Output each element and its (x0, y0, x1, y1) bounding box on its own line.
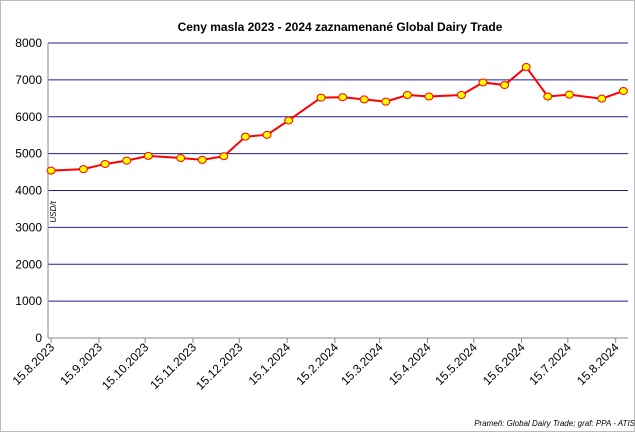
data-point (618, 86, 628, 95)
data-point (78, 165, 88, 174)
data-point (46, 166, 56, 175)
data-point (500, 81, 510, 90)
y-tick-label: 2000 (15, 257, 42, 271)
y-tick-label: 0 (35, 331, 42, 345)
data-point (424, 92, 434, 101)
data-point (381, 97, 391, 106)
data-point (143, 151, 153, 160)
data-point (197, 155, 207, 164)
y-tick-label: 5000 (15, 147, 42, 161)
data-point (122, 156, 132, 165)
data-point (543, 92, 553, 101)
data-point (359, 95, 369, 104)
data-point (597, 94, 607, 103)
y-axis-label: USD/t (49, 201, 58, 223)
data-point (176, 154, 186, 163)
y-tick-label: 7000 (15, 73, 42, 87)
data-point (219, 152, 229, 161)
data-point (521, 62, 531, 71)
chart-title: Ceny masla 2023 - 2024 zaznamenané Globa… (178, 20, 503, 34)
y-tick-label: 6000 (15, 110, 42, 124)
data-point (100, 159, 110, 168)
data-point (240, 132, 250, 141)
data-point (402, 90, 412, 99)
data-point (262, 130, 272, 139)
data-point (456, 90, 466, 99)
source-note: Prameň: Global Dairy Trade; graf: PPA - … (474, 419, 635, 428)
y-tick-label: 3000 (15, 220, 42, 234)
data-point (316, 93, 326, 102)
data-point (478, 78, 488, 87)
data-point (284, 116, 294, 125)
y-tick-label: 1000 (15, 294, 42, 308)
data-point (564, 90, 574, 99)
y-tick-label: 8000 (15, 36, 42, 50)
data-point (338, 93, 348, 102)
y-tick-label: 4000 (15, 184, 42, 198)
